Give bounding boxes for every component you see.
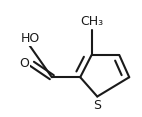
Text: CH₃: CH₃ xyxy=(80,15,103,28)
Text: O: O xyxy=(19,57,29,70)
Text: S: S xyxy=(93,99,101,112)
Text: HO: HO xyxy=(21,32,40,45)
